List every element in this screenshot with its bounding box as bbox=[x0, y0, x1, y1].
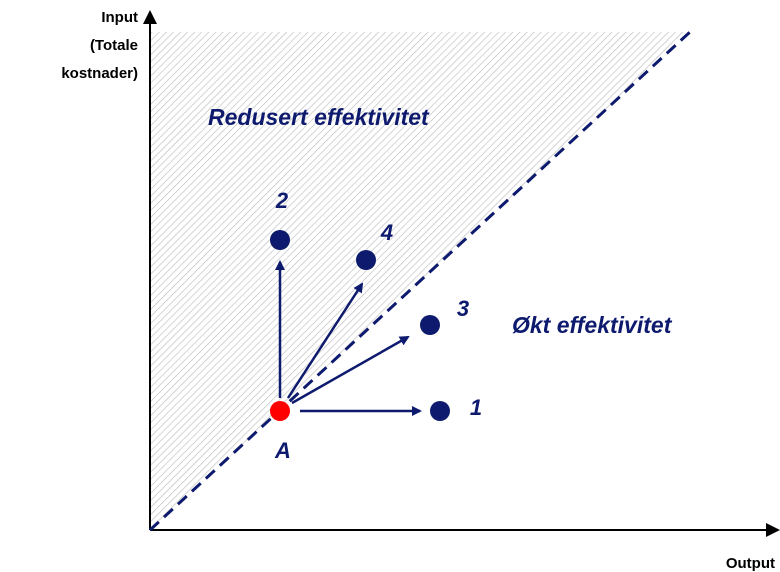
region-label: Økt effektivitet bbox=[512, 312, 673, 338]
point bbox=[356, 250, 376, 270]
region-label: Redusert effektivitet bbox=[208, 104, 430, 130]
point-label: 3 bbox=[457, 296, 469, 321]
point-label: 2 bbox=[275, 188, 289, 213]
point bbox=[270, 230, 290, 250]
y-axis-label: kostnader) bbox=[61, 65, 138, 82]
point bbox=[420, 315, 440, 335]
x-axis-label: Output bbox=[726, 555, 775, 572]
y-axis-label: (Totale bbox=[90, 37, 138, 54]
point-label: 4 bbox=[380, 220, 393, 245]
point bbox=[430, 401, 450, 421]
point-label: 1 bbox=[470, 395, 482, 420]
point-label: A bbox=[274, 438, 291, 463]
frontier-line bbox=[148, 30, 692, 532]
y-axis-label: Input bbox=[101, 9, 138, 26]
arrow bbox=[291, 335, 410, 405]
arrow bbox=[286, 282, 364, 399]
point bbox=[270, 401, 290, 421]
